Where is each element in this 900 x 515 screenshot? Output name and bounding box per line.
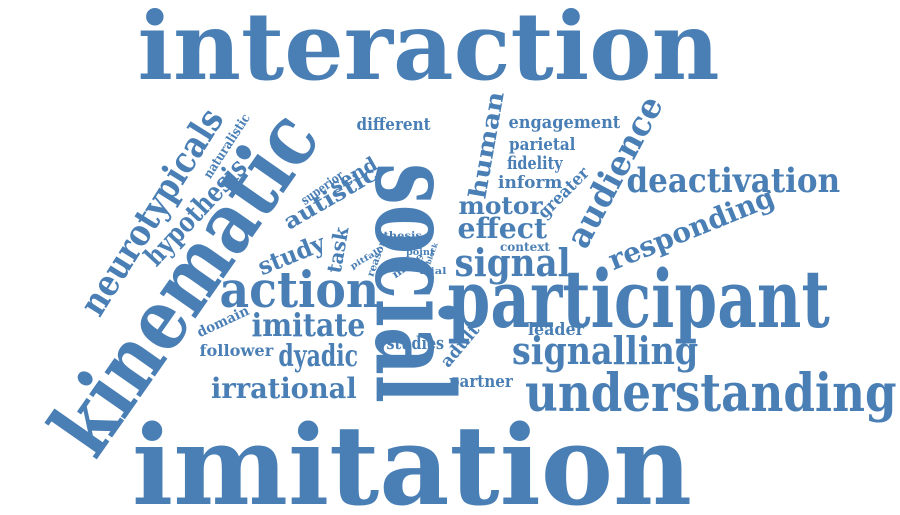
- word-interaction: interaction: [137, 0, 720, 102]
- word-imitation: imitation: [132, 401, 692, 515]
- word-dyadic: dyadic: [277, 339, 358, 374]
- word-irrational: irrational: [210, 372, 357, 405]
- word-effect: effect: [457, 212, 547, 245]
- word-thesis: thesis: [382, 231, 422, 242]
- word-signal: signal: [454, 240, 571, 285]
- word-different: different: [356, 114, 431, 135]
- word-signalling: signalling: [512, 328, 699, 373]
- word-participant: participant: [447, 252, 830, 346]
- word-deactivation: deactivation: [625, 161, 840, 201]
- word-partner: partner: [448, 371, 513, 392]
- word-context: context: [500, 240, 550, 254]
- word-inform: inform: [498, 172, 563, 193]
- word-studies: studies: [385, 333, 444, 354]
- word-trial: trial: [419, 266, 447, 277]
- word-understanding: understanding: [524, 363, 897, 424]
- word-follower: follower: [199, 341, 273, 360]
- word-imitate: imitate: [250, 306, 365, 344]
- word-engagement: engagement: [507, 112, 620, 133]
- word-test: test: [405, 241, 421, 251]
- word-motor: motor: [457, 191, 543, 220]
- word-point: point: [405, 247, 435, 258]
- word-leader: leader: [527, 319, 584, 340]
- word-parietal: parietal: [509, 134, 576, 155]
- word-action: action: [218, 260, 379, 319]
- word-fidelity: fidelity: [506, 153, 563, 174]
